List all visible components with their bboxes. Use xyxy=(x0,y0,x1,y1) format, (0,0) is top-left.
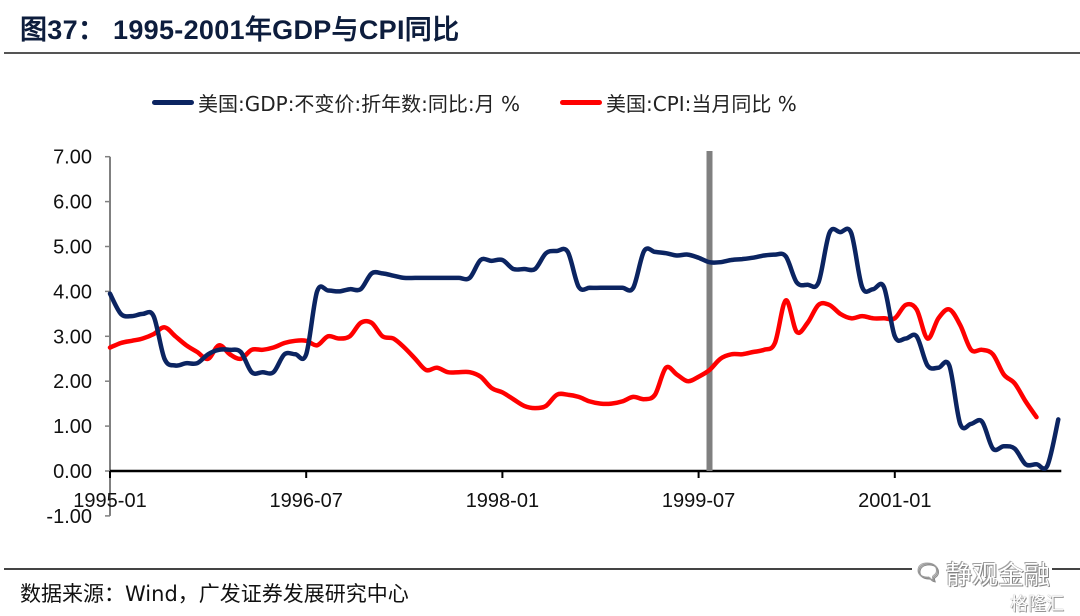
series-lines xyxy=(107,226,1061,471)
data-source: 数据来源：Wind，广发证券发展研究中心 xyxy=(20,582,409,606)
figure-title: 图37： 1995-2001年GDP与CPI同比 xyxy=(20,15,460,45)
legend-item-cpi: 美国:CPI:当月同比 % xyxy=(560,88,797,117)
y-tick-label: -1.00 xyxy=(46,506,92,528)
legend-swatch-gdp xyxy=(152,100,194,105)
y-tick-label: 3.00 xyxy=(53,326,92,348)
watermark-primary: 🗨 静观金融 xyxy=(912,555,1052,592)
y-axis: 7.00 6.00 5.00 4.00 3.00 2.00 1.00 0.00 -1.00 xyxy=(46,147,111,528)
cpi-series-line xyxy=(107,298,1039,420)
watermark-primary-text: 静观金融 xyxy=(945,561,1050,591)
y-tick-label: 4.00 xyxy=(53,281,92,303)
y-tick-label: 6.00 xyxy=(53,192,92,214)
x-tick-label: 1999-07 xyxy=(662,490,735,512)
y-tick-label: 1.00 xyxy=(53,416,92,438)
legend-label-gdp: 美国:GDP:不变价:折年数:同比:月 % xyxy=(198,92,521,116)
y-tick-label: 0.00 xyxy=(53,461,92,483)
wechat-icon: 🗨 xyxy=(914,561,942,586)
y-tick-label: 5.00 xyxy=(53,237,92,259)
y-tick-label: 2.00 xyxy=(53,371,92,393)
x-tick-label: 1996-07 xyxy=(269,490,342,512)
x-tick-label: 1995-01 xyxy=(73,490,146,512)
gdp-series-line xyxy=(107,226,1061,471)
legend-item-gdp: 美国:GDP:不变价:折年数:同比:月 % xyxy=(152,88,520,117)
chart-legend: 美国:GDP:不变价:折年数:同比:月 % 美国:CPI:当月同比 % xyxy=(152,88,837,117)
footer-divider xyxy=(4,568,1080,570)
legend-swatch-cpi xyxy=(560,100,603,105)
x-tick-label: 1998-01 xyxy=(466,490,539,512)
y-tick-label: 7.00 xyxy=(53,147,92,169)
x-axis: 1995-01 1996-07 1998-01 1999-07 2001-01 xyxy=(73,469,1062,512)
watermark-secondary: 格隆汇 xyxy=(1010,594,1064,615)
title-divider xyxy=(4,52,1080,54)
x-tick-label: 2001-01 xyxy=(858,490,931,512)
legend-label-cpi: 美国:CPI:当月同比 % xyxy=(606,92,797,116)
